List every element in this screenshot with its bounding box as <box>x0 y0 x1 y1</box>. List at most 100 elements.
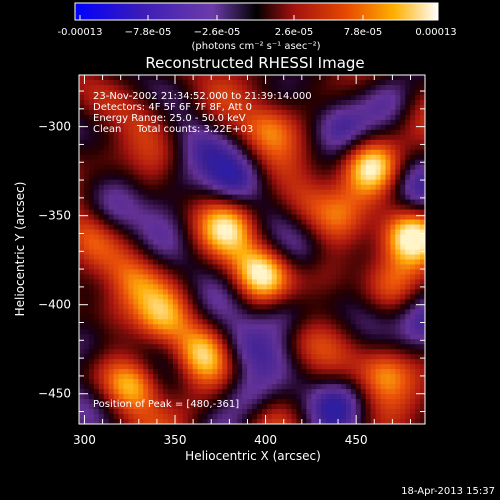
heatmap-cell <box>355 79 362 86</box>
heatmap-cell <box>158 134 164 141</box>
heatmap-cell <box>296 204 303 211</box>
heatmap-cell <box>331 314 337 320</box>
heatmap-cell <box>286 104 293 111</box>
heatmap-cell <box>232 299 238 305</box>
heatmap-cell <box>355 279 362 285</box>
heatmap-cell <box>276 214 283 221</box>
heatmap-cell <box>276 129 283 136</box>
heatmap-cell <box>113 219 120 226</box>
heatmap-cell <box>316 154 322 161</box>
heatmap-cell <box>420 379 425 385</box>
heatmap-cell <box>192 154 199 161</box>
heatmap-cell <box>301 114 307 121</box>
heatmap-cell <box>375 129 382 136</box>
heatmap-cell <box>148 169 154 176</box>
heatmap-cell <box>153 179 159 186</box>
heatmap-cell <box>331 214 337 221</box>
heatmap-cell <box>177 304 184 310</box>
heatmap-cell <box>138 379 144 385</box>
heatmap-cell <box>232 184 238 191</box>
heatmap-cell <box>202 364 209 370</box>
heatmap-cell <box>128 284 134 290</box>
heatmap-cell <box>252 339 258 345</box>
heatmap-cell <box>340 214 347 221</box>
heatmap-cell <box>415 239 421 246</box>
heatmap-cell <box>163 334 169 340</box>
heatmap-cell <box>306 209 312 216</box>
heatmap-cell <box>182 264 189 271</box>
heatmap-cell <box>316 119 322 126</box>
heatmap-cell <box>336 329 342 335</box>
heatmap-cell <box>276 159 283 166</box>
heatmap-cell <box>321 174 327 181</box>
heatmap-cell <box>385 339 391 345</box>
heatmap-cell <box>98 344 105 350</box>
heatmap-cell <box>247 294 253 300</box>
heatmap-cell <box>375 94 382 101</box>
heatmap-cell <box>395 384 401 390</box>
heatmap-cell <box>118 164 125 171</box>
heatmap-cell <box>247 319 253 325</box>
heatmap-cell <box>148 339 154 345</box>
heatmap-cell <box>153 259 159 266</box>
heatmap-cell <box>336 124 342 131</box>
heatmap-cell <box>365 304 372 310</box>
heatmap-cell <box>83 144 90 151</box>
heatmap-cell <box>336 294 342 300</box>
heatmap-cell <box>261 299 268 305</box>
heatmap-cell <box>281 89 288 96</box>
heatmap-cell <box>316 274 322 281</box>
heatmap-cell <box>420 75 425 81</box>
heatmap-cell <box>336 204 342 211</box>
heatmap-cell <box>103 389 110 395</box>
heatmap-cell <box>242 324 248 330</box>
heatmap-cell <box>415 414 421 420</box>
heatmap-cell <box>340 324 347 330</box>
heatmap-cell <box>281 359 288 365</box>
heatmap-cell <box>390 294 396 300</box>
heatmap-cell <box>415 234 421 241</box>
heatmap-cell <box>405 359 411 365</box>
heatmap-cell <box>380 294 387 300</box>
heatmap-cell <box>108 299 115 305</box>
heatmap-cell <box>202 214 209 221</box>
heatmap-cell <box>350 84 357 91</box>
heatmap-cell <box>316 179 322 186</box>
heatmap-cell <box>375 284 382 290</box>
heatmap-cell <box>148 334 154 340</box>
heatmap-cell <box>420 334 425 340</box>
heatmap-cell <box>237 134 243 141</box>
heatmap-cell <box>98 399 105 405</box>
heatmap-cell <box>336 384 342 390</box>
heatmap-cell <box>108 354 115 360</box>
heatmap-cell <box>133 419 139 424</box>
heatmap-cell <box>88 284 95 290</box>
heatmap-cell <box>187 269 194 276</box>
heatmap-cell <box>281 219 288 226</box>
heatmap-cell <box>316 124 322 131</box>
heatmap-cell <box>182 75 189 81</box>
heatmap-cell <box>113 314 120 320</box>
heatmap-cell <box>187 334 194 340</box>
heatmap-cell <box>261 269 268 276</box>
heatmap-cell <box>79 234 85 241</box>
heatmap-cell <box>182 374 189 380</box>
heatmap-cell <box>306 194 312 201</box>
heatmap-cell <box>212 309 218 315</box>
heatmap-cell <box>375 374 382 380</box>
heatmap-cell <box>266 419 273 424</box>
heatmap-cell <box>410 279 416 285</box>
heatmap-cell <box>252 204 258 211</box>
heatmap-cell <box>212 79 218 86</box>
heatmap-cell <box>252 319 258 325</box>
heatmap-cell <box>336 199 342 206</box>
heatmap-cell <box>118 414 125 420</box>
heatmap-cell <box>247 289 253 295</box>
heatmap-cell <box>380 154 387 161</box>
heatmap-cell <box>247 334 253 340</box>
heatmap-cell <box>123 369 130 375</box>
heatmap-cell <box>311 109 317 116</box>
heatmap-cell <box>113 119 120 126</box>
heatmap-cell <box>360 239 367 246</box>
heatmap-cell <box>123 409 130 415</box>
